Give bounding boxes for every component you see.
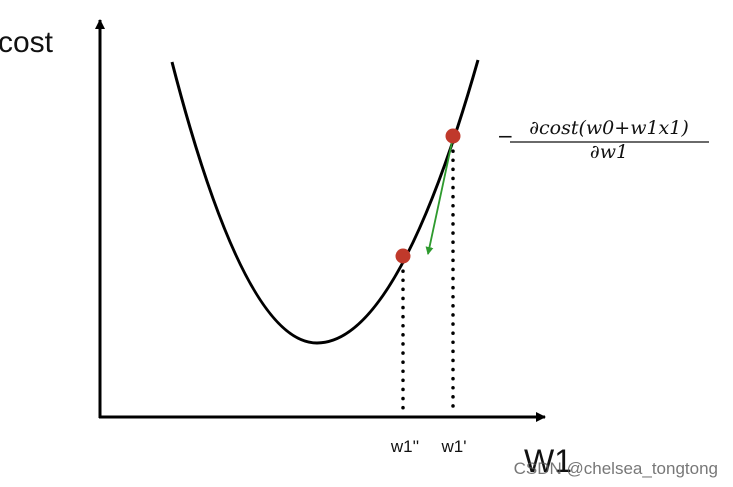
point bbox=[445, 128, 461, 144]
point-label: w1' bbox=[441, 437, 467, 456]
watermark: CSDN @chelsea_tongtong bbox=[514, 459, 718, 478]
formula-denominator: ∂w1 bbox=[590, 141, 628, 163]
gradient-arrow bbox=[425, 141, 453, 255]
y-axis-label: cost bbox=[0, 26, 54, 59]
point-label: w1'' bbox=[390, 437, 419, 456]
formula-sign: − bbox=[497, 124, 514, 148]
cost-curve bbox=[170, 59, 480, 345]
point bbox=[395, 248, 411, 264]
x-axis-label: W1 bbox=[524, 443, 572, 479]
formula-numerator: ∂cost(w0+w1x1) bbox=[529, 117, 689, 139]
